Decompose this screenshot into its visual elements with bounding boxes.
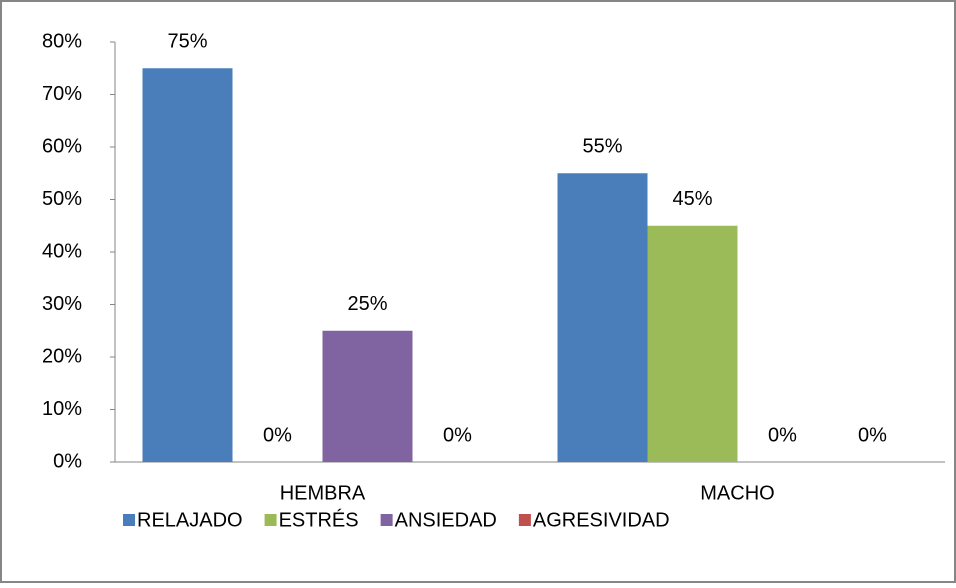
y-tick-label: 30% xyxy=(42,293,82,315)
y-tick-label: 20% xyxy=(42,345,82,367)
x-tick-label: MACHO xyxy=(700,482,774,504)
y-tick-label: 70% xyxy=(42,83,82,105)
legend-label: AGRESIVIDAD xyxy=(533,509,670,531)
bar xyxy=(142,68,233,462)
y-tick-label: 80% xyxy=(42,30,82,52)
value-label: 25% xyxy=(347,293,387,315)
bar xyxy=(322,330,413,462)
legend-swatch xyxy=(518,514,531,526)
y-tick-label: 60% xyxy=(42,135,82,157)
legend-swatch xyxy=(264,514,277,526)
legend-swatch xyxy=(380,514,393,526)
bar xyxy=(647,225,738,462)
bar xyxy=(557,173,648,462)
y-tick-label: 40% xyxy=(42,240,82,262)
legend-label: RELAJADO xyxy=(137,509,243,531)
value-label: 0% xyxy=(858,424,887,446)
y-tick-label: 10% xyxy=(42,398,82,420)
value-label: 0% xyxy=(443,424,472,446)
y-tick-label: 50% xyxy=(42,188,82,210)
legend-swatch xyxy=(123,514,135,526)
legend-label: ANSIEDAD xyxy=(395,509,497,531)
legend-label: ESTRÉS xyxy=(279,508,359,531)
y-tick-label: 0% xyxy=(53,450,82,472)
value-label: 55% xyxy=(582,136,622,158)
value-label: 0% xyxy=(768,424,797,446)
value-label: 0% xyxy=(263,424,292,446)
value-label: 45% xyxy=(672,188,712,210)
value-label: 75% xyxy=(167,31,207,53)
x-tick-label: HEMBRA xyxy=(280,482,366,504)
